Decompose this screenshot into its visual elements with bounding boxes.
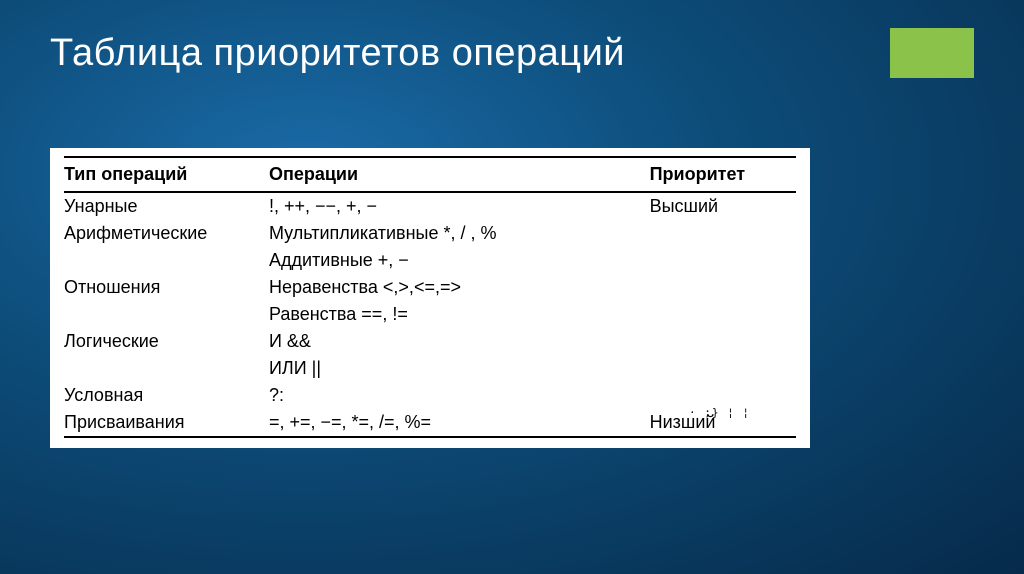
table-row: Арифметические Мультипликативные *, / , … — [64, 220, 796, 247]
cell-ops: Аддитивные +, − — [269, 247, 650, 274]
cell-type: Логические — [64, 328, 269, 355]
cell-priority — [650, 301, 796, 328]
col-header-priority: Приоритет — [650, 157, 796, 192]
cell-type: Отношения — [64, 274, 269, 301]
table-row: Отношения Неравенства <,>,<=,=> — [64, 274, 796, 301]
priority-table: Тип операций Операции Приоритет Унарные … — [64, 156, 796, 438]
col-header-type: Тип операций — [64, 157, 269, 192]
cell-type: Присваивания — [64, 409, 269, 437]
cell-ops: Равенства ==, != — [269, 301, 650, 328]
scan-artifact: · ;} ¦ ¦ — [689, 406, 750, 419]
cell-priority — [650, 382, 796, 409]
table-row: Условная ?: — [64, 382, 796, 409]
cell-ops: ИЛИ || — [269, 355, 650, 382]
priority-table-container: Тип операций Операции Приоритет Унарные … — [50, 148, 810, 448]
table-row: Аддитивные +, − — [64, 247, 796, 274]
cell-ops: ?: — [269, 382, 650, 409]
cell-type — [64, 301, 269, 328]
table-row: Равенства ==, != — [64, 301, 796, 328]
table-row: Логические И && — [64, 328, 796, 355]
cell-priority: Высший — [650, 192, 796, 220]
slide-header: Таблица приоритетов операций — [50, 28, 974, 78]
cell-type: Арифметические — [64, 220, 269, 247]
cell-priority — [650, 247, 796, 274]
cell-ops: Неравенства <,>,<=,=> — [269, 274, 650, 301]
accent-block — [890, 28, 974, 78]
cell-ops: =, +=, −=, *=, /=, %= — [269, 409, 650, 437]
cell-ops: И && — [269, 328, 650, 355]
cell-type — [64, 247, 269, 274]
cell-type: Условная — [64, 382, 269, 409]
table-row: Присваивания =, +=, −=, *=, /=, %= Низши… — [64, 409, 796, 437]
table-row: ИЛИ || — [64, 355, 796, 382]
cell-type: Унарные — [64, 192, 269, 220]
cell-ops: !, ++, −−, +, − — [269, 192, 650, 220]
col-header-ops: Операции — [269, 157, 650, 192]
cell-priority — [650, 355, 796, 382]
cell-ops: Мультипликативные *, / , % — [269, 220, 650, 247]
table-header-row: Тип операций Операции Приоритет — [64, 157, 796, 192]
table-row: Унарные !, ++, −−, +, − Высший — [64, 192, 796, 220]
cell-priority — [650, 274, 796, 301]
cell-priority — [650, 328, 796, 355]
cell-priority — [650, 220, 796, 247]
slide-title: Таблица приоритетов операций — [50, 32, 890, 75]
cell-type — [64, 355, 269, 382]
